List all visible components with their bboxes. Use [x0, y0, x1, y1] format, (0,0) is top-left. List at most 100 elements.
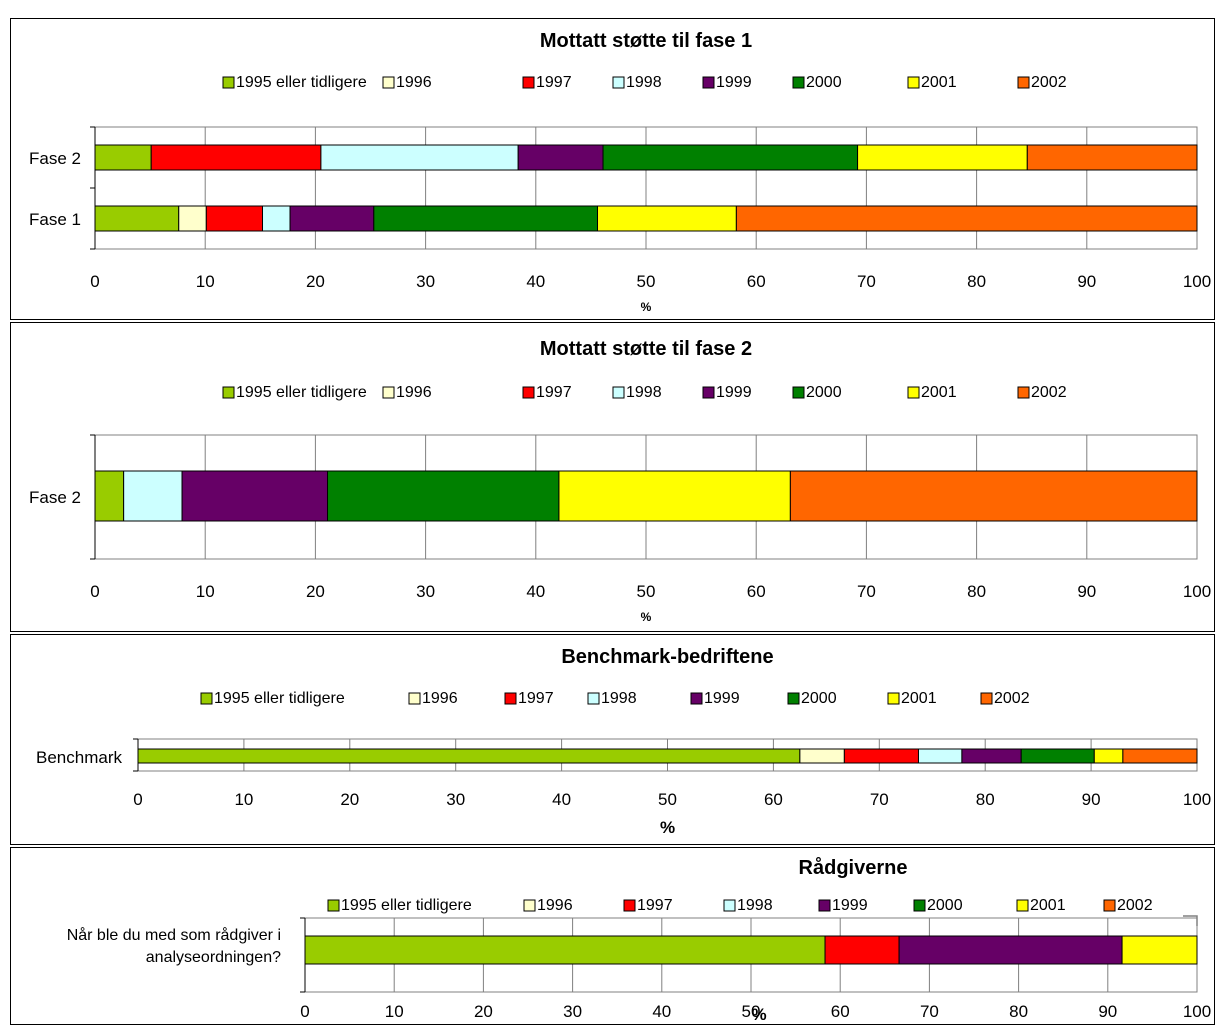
x-tick-label: 50 — [637, 272, 656, 291]
legend-swatch — [382, 386, 395, 399]
legend-swatch — [907, 386, 920, 399]
bar-segment — [1093, 748, 1124, 764]
chart-radgiverne: Rådgiverne 1995 eller tidligere 1996 1997 19… — [67, 856, 1212, 1024]
bar-segment — [1020, 748, 1095, 764]
x-axis-label: % — [641, 300, 652, 314]
x-tick-label: 70 — [857, 272, 876, 291]
x-tick-label: 30 — [563, 1002, 582, 1021]
bar-segment — [824, 935, 900, 965]
bar-segment — [94, 205, 180, 232]
legend-swatch — [408, 692, 421, 705]
legend-label: 2002 — [1117, 897, 1153, 914]
bar-segment — [1121, 935, 1198, 965]
bar-segment — [898, 935, 1123, 965]
x-tick-label: 50 — [637, 582, 656, 601]
chart-panel-2: Mottatt støtte til fase 2 1995 eller tidl… — [10, 322, 1215, 632]
legend-label: 1998 — [737, 897, 773, 914]
legend-swatch — [523, 899, 536, 912]
x-tick-label: 60 — [764, 790, 783, 809]
x-tick-label: 30 — [416, 582, 435, 601]
legend-label: 2000 — [806, 384, 842, 401]
x-tick-label: 80 — [967, 272, 986, 291]
x-tick-label: 90 — [1098, 1002, 1117, 1021]
x-axis-label: % — [641, 610, 652, 624]
bar-segment — [602, 144, 859, 171]
x-tick-label: 70 — [857, 582, 876, 601]
legend-label: 1996 — [396, 74, 432, 91]
bar-segment — [289, 205, 375, 232]
bar-segment — [735, 205, 1198, 232]
legend-label: 2001 — [921, 74, 957, 91]
category-label: Fase 1 — [29, 210, 81, 229]
legend-label: 1995 eller tidligere — [341, 897, 472, 914]
bar-segment — [123, 470, 183, 522]
legend-label: 1995 eller tidligere — [214, 690, 345, 707]
chart-panel-1: Mottatt støtte til fase 1 1995 eller tidl… — [10, 18, 1215, 320]
x-tick-label: 50 — [742, 1002, 761, 1021]
x-tick-label: 50 — [658, 790, 677, 809]
legend-label: 1996 — [537, 897, 573, 914]
x-tick-label: 0 — [90, 272, 99, 291]
legend-label: 1997 — [536, 74, 572, 91]
x-tick-label: 60 — [831, 1002, 850, 1021]
legend-swatch — [222, 76, 235, 89]
x-tick-label: 100 — [1183, 790, 1211, 809]
x-tick-label: 10 — [196, 582, 215, 601]
bar-segment — [137, 748, 801, 764]
legend-swatch — [612, 76, 625, 89]
x-tick-label: 40 — [526, 582, 545, 601]
x-tick-label: 90 — [1077, 272, 1096, 291]
x-tick-label: 40 — [552, 790, 571, 809]
legend-swatch — [1017, 386, 1030, 399]
bar-segment — [517, 144, 604, 171]
chart-title: Mottatt støtte til fase 1 — [540, 30, 752, 52]
x-tick-label: 40 — [526, 272, 545, 291]
bar-segment — [857, 144, 1028, 171]
legend-swatch — [1017, 76, 1030, 89]
legend-swatch — [980, 692, 993, 705]
x-tick-label: 30 — [446, 790, 465, 809]
x-tick-label: 20 — [340, 790, 359, 809]
x-tick-label: 20 — [474, 1002, 493, 1021]
category-label: Benchmark — [36, 748, 122, 767]
legend-swatch — [690, 692, 703, 705]
legend-swatch — [887, 692, 900, 705]
legend-swatch — [818, 899, 831, 912]
bar-segment — [843, 748, 919, 764]
legend-label: 1998 — [601, 690, 637, 707]
x-tick-label: 80 — [976, 790, 995, 809]
x-tick-label: 70 — [870, 790, 889, 809]
bar-segment — [94, 144, 152, 171]
x-tick-label: 70 — [920, 1002, 939, 1021]
legend-swatch — [907, 76, 920, 89]
x-tick-label: 0 — [300, 1002, 309, 1021]
legend-label: 1996 — [396, 384, 432, 401]
legend-label: 1998 — [626, 384, 662, 401]
bar-segment — [262, 205, 291, 232]
x-tick-label: 0 — [133, 790, 142, 809]
category-label: analyseordningen? — [146, 949, 281, 966]
bar-segment — [799, 748, 845, 764]
bar-segment — [304, 935, 826, 965]
x-tick-label: 10 — [385, 1002, 404, 1021]
legend-label: 2001 — [921, 384, 957, 401]
bar-segment — [961, 748, 1022, 764]
legend-label: 1995 eller tidligere — [236, 384, 367, 401]
chart-fase2: Mottatt støtte til fase 2 1995 eller tidl… — [29, 338, 1211, 624]
legend-label: 1999 — [716, 384, 752, 401]
corner-mark — [1183, 915, 1198, 926]
chart-panel-3: Benchmark-bedriftene 1995 eller tidligere… — [10, 634, 1215, 845]
legend-label: 2002 — [1031, 384, 1067, 401]
legend-swatch — [723, 899, 736, 912]
x-tick-label: 30 — [416, 272, 435, 291]
bar-segment — [327, 470, 560, 522]
legend-swatch — [702, 386, 715, 399]
legend-label: 2001 — [901, 690, 937, 707]
legend-label: 2002 — [994, 690, 1030, 707]
legend-label: 2000 — [801, 690, 837, 707]
bar-segment — [789, 470, 1198, 522]
legend-swatch — [612, 386, 625, 399]
legend-label: 1997 — [536, 384, 572, 401]
legend-label: 1999 — [832, 897, 868, 914]
legend-label: 2000 — [927, 897, 963, 914]
